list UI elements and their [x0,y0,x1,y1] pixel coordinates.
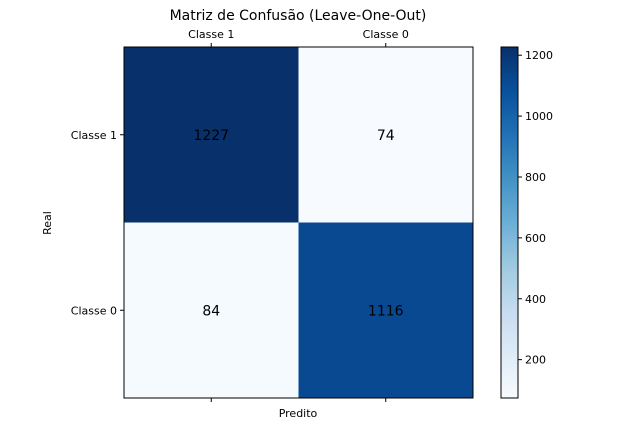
heatmap-cell-r1-c0 [124,222,299,398]
colorbar-tick-label: 800 [525,171,546,184]
x-axis-ticks: Classe 1 Classe 0 [188,28,409,402]
y-tick-label: Classe 1 [71,129,117,142]
colorbar-tick-label: 400 [525,293,546,306]
cell-value-label-r1-c0: 84 [202,303,220,319]
colorbar-ticks: 200 400 600 800 1000 1200 [518,49,553,367]
heatmap-cell-r0-c0 [124,47,299,223]
x-axis-label: Predito [279,407,318,420]
cell-value-label-r0-c0: 1227 [193,128,229,144]
heatmap-cell-r0-c1 [298,47,473,223]
cell-value-label-r0-c1: 74 [377,128,395,144]
colorbar [500,46,519,399]
cell-value-label-r1-c1: 1116 [368,303,404,319]
y-axis-ticks: Classe 1 Classe 0 [71,129,124,317]
colorbar-tick-label: 200 [525,354,546,367]
heatmap-cell-labels: 1227 74 84 1116 [193,128,403,320]
x-tick-label: Classe 1 [188,28,234,41]
heatmap-cells [124,47,473,398]
y-axis-label: Real [41,211,54,235]
x-tick-label: Classe 0 [363,28,409,41]
chart-title: Matriz de Confusão (Leave-One-Out) [170,8,427,24]
plot-frame [123,46,474,399]
colorbar-tick-label: 1000 [525,110,553,123]
colorbar-tick-label: 600 [525,232,546,245]
colorbar-tick-label: 1200 [525,49,553,62]
y-tick-label: Classe 0 [71,304,117,317]
heatmap-cell-r1-c1 [298,222,473,398]
